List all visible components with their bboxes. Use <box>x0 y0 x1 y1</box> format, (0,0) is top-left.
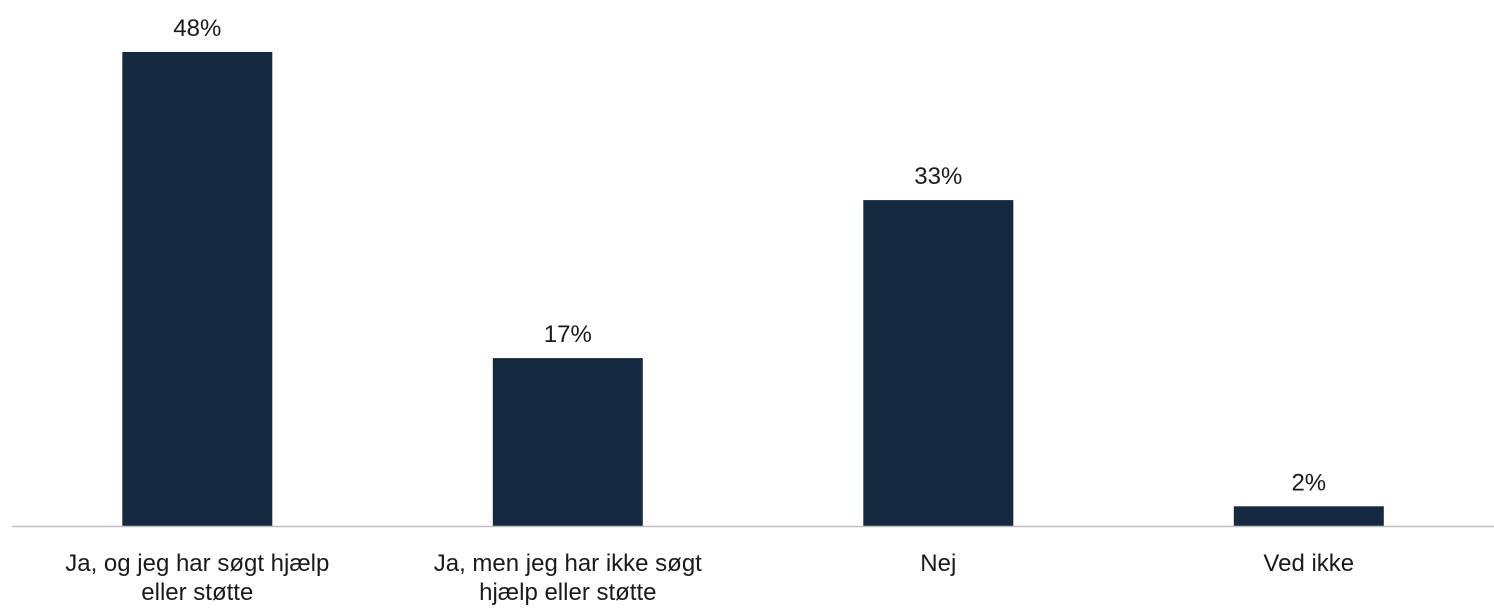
bar <box>1233 506 1384 527</box>
x-tick-label: Ja, og jeg har søgt hjælp <box>65 550 329 577</box>
bar <box>863 200 1014 526</box>
data-label: 2% <box>1291 469 1326 496</box>
x-tick-label: Ja, men jeg har ikke søgt <box>434 550 702 577</box>
data-label: 48% <box>173 15 221 42</box>
x-tick-label: Nej <box>920 550 956 577</box>
data-label: 33% <box>914 163 962 190</box>
x-tick-label: Ved ikke <box>1263 550 1354 577</box>
bar <box>122 52 273 526</box>
x-tick-label: eller støtte <box>141 579 253 606</box>
bar <box>492 358 643 526</box>
value-labels-layer: 48% 17% 33% 2% <box>173 15 1326 496</box>
data-label: 17% <box>544 321 592 348</box>
x-tick-label: hjælp eller støtte <box>479 579 656 606</box>
bars-layer <box>122 52 1384 527</box>
